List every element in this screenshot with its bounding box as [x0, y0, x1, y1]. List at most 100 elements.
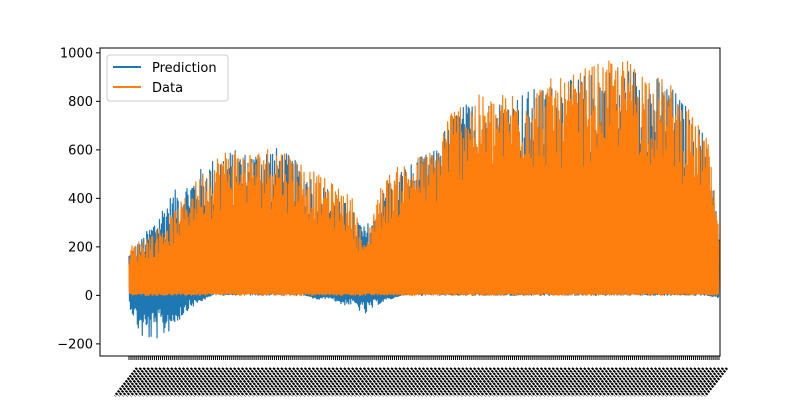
- series-line-prediction: [128, 69, 720, 339]
- series-line-data: [128, 60, 720, 296]
- x-tick-label: [393, 367, 418, 397]
- x-tick-label: [149, 367, 174, 397]
- x-tick-label: [578, 367, 603, 397]
- y-tick-label: 0: [85, 289, 93, 304]
- x-tick-label: [180, 367, 205, 397]
- x-tick-label: [369, 367, 394, 397]
- x-tick-label: [416, 367, 441, 397]
- x-tick-label: [664, 367, 689, 397]
- x-tick-label: [373, 367, 398, 397]
- x-tick-label: [137, 367, 162, 397]
- x-tick-label: [585, 367, 611, 397]
- x-tick-label: [597, 367, 622, 397]
- x-tick-label: [452, 367, 477, 397]
- x-tick-label: [259, 367, 284, 397]
- x-tick-label: [534, 367, 559, 397]
- x-tick-label: [349, 367, 375, 397]
- x-tick-label: [644, 367, 670, 397]
- x-tick-label: [550, 367, 575, 397]
- x-tick-label: [688, 367, 713, 397]
- x-tick-label: [353, 367, 378, 397]
- y-tick-label: 1000: [60, 46, 93, 61]
- x-tick-label: [263, 367, 288, 397]
- x-tick-label: [318, 367, 343, 397]
- x-tick-label: [161, 367, 186, 397]
- x-tick-label: [247, 367, 272, 397]
- x-tick-label: [408, 367, 434, 397]
- x-tick-label: [511, 367, 536, 397]
- x-tick-label: [330, 367, 355, 397]
- x-tick-label: [668, 367, 693, 397]
- x-tick-label: [538, 367, 563, 397]
- x-tick-label: [448, 367, 473, 397]
- x-tick-label: [680, 367, 705, 397]
- x-tick-label: [487, 367, 512, 397]
- y-axis-ticks: −200 0 200 400 600 800 1000: [57, 46, 100, 352]
- x-tick-label: [287, 367, 312, 397]
- x-tick-label: [519, 367, 544, 397]
- x-tick-label: [208, 367, 233, 397]
- x-tick-label: [231, 367, 257, 397]
- x-tick-label: [562, 367, 587, 397]
- x-tick-label: [224, 367, 249, 397]
- x-tick-label: [125, 367, 150, 397]
- x-tick-label: [298, 367, 323, 397]
- x-tick-label: [460, 367, 485, 397]
- y-tick-label: 600: [68, 143, 93, 158]
- x-tick-label: [696, 367, 721, 397]
- x-tick-label: [157, 367, 182, 397]
- x-tick-label: [279, 367, 304, 397]
- x-tick-label: [503, 367, 528, 397]
- x-tick-label: [574, 367, 599, 397]
- x-tick-label: [334, 367, 359, 397]
- x-tick-label: [275, 367, 300, 397]
- x-tick-label: [235, 367, 260, 397]
- x-tick-label: [479, 367, 504, 397]
- x-tick-label: [322, 367, 347, 397]
- x-tick-label: [412, 367, 437, 397]
- x-tick-label: [491, 367, 516, 397]
- x-tick-label: [526, 367, 552, 397]
- x-tick-label: [133, 367, 158, 397]
- x-tick-label: [629, 367, 654, 397]
- x-tick-label: [306, 367, 331, 397]
- x-tick-label: [676, 367, 701, 397]
- x-tick-label: [192, 367, 217, 397]
- x-tick-label: [342, 367, 367, 397]
- x-tick-label: [515, 367, 540, 397]
- x-tick-label: [172, 367, 198, 397]
- x-tick-label: [582, 367, 607, 397]
- x-tick-label: [432, 367, 457, 397]
- x-tick-label: [145, 367, 170, 397]
- x-tick-label: [523, 367, 548, 397]
- x-tick-label: [113, 367, 139, 397]
- x-tick-label: [346, 367, 371, 397]
- x-tick-label: [310, 367, 335, 397]
- x-tick-label: [188, 367, 213, 397]
- x-tick-label: [456, 367, 481, 397]
- x-tick-label: [436, 367, 461, 397]
- x-tick-label: [397, 367, 422, 397]
- x-tick-label: [377, 367, 402, 397]
- x-tick-label: [401, 367, 426, 397]
- x-tick-label: [267, 367, 292, 397]
- x-tick-label: [507, 367, 532, 397]
- x-tick-label: [542, 367, 567, 397]
- x-tick-label: [420, 367, 445, 397]
- x-tick-label: [196, 367, 221, 397]
- x-tick-label: [617, 367, 642, 397]
- x-tick-label: [475, 367, 500, 397]
- x-tick-label: [251, 367, 276, 397]
- x-tick-label: [530, 367, 555, 397]
- x-tick-label: [169, 367, 194, 397]
- x-tick-label: [660, 367, 685, 397]
- x-tick-label: [243, 367, 268, 397]
- x-tick-label: [672, 367, 697, 397]
- x-tick-label: [121, 367, 146, 397]
- x-tick-label: [176, 367, 201, 397]
- x-tick-label: [294, 367, 319, 397]
- x-tick-label: [495, 367, 520, 397]
- x-tick-label: [165, 367, 190, 397]
- x-tick-label: [605, 367, 630, 397]
